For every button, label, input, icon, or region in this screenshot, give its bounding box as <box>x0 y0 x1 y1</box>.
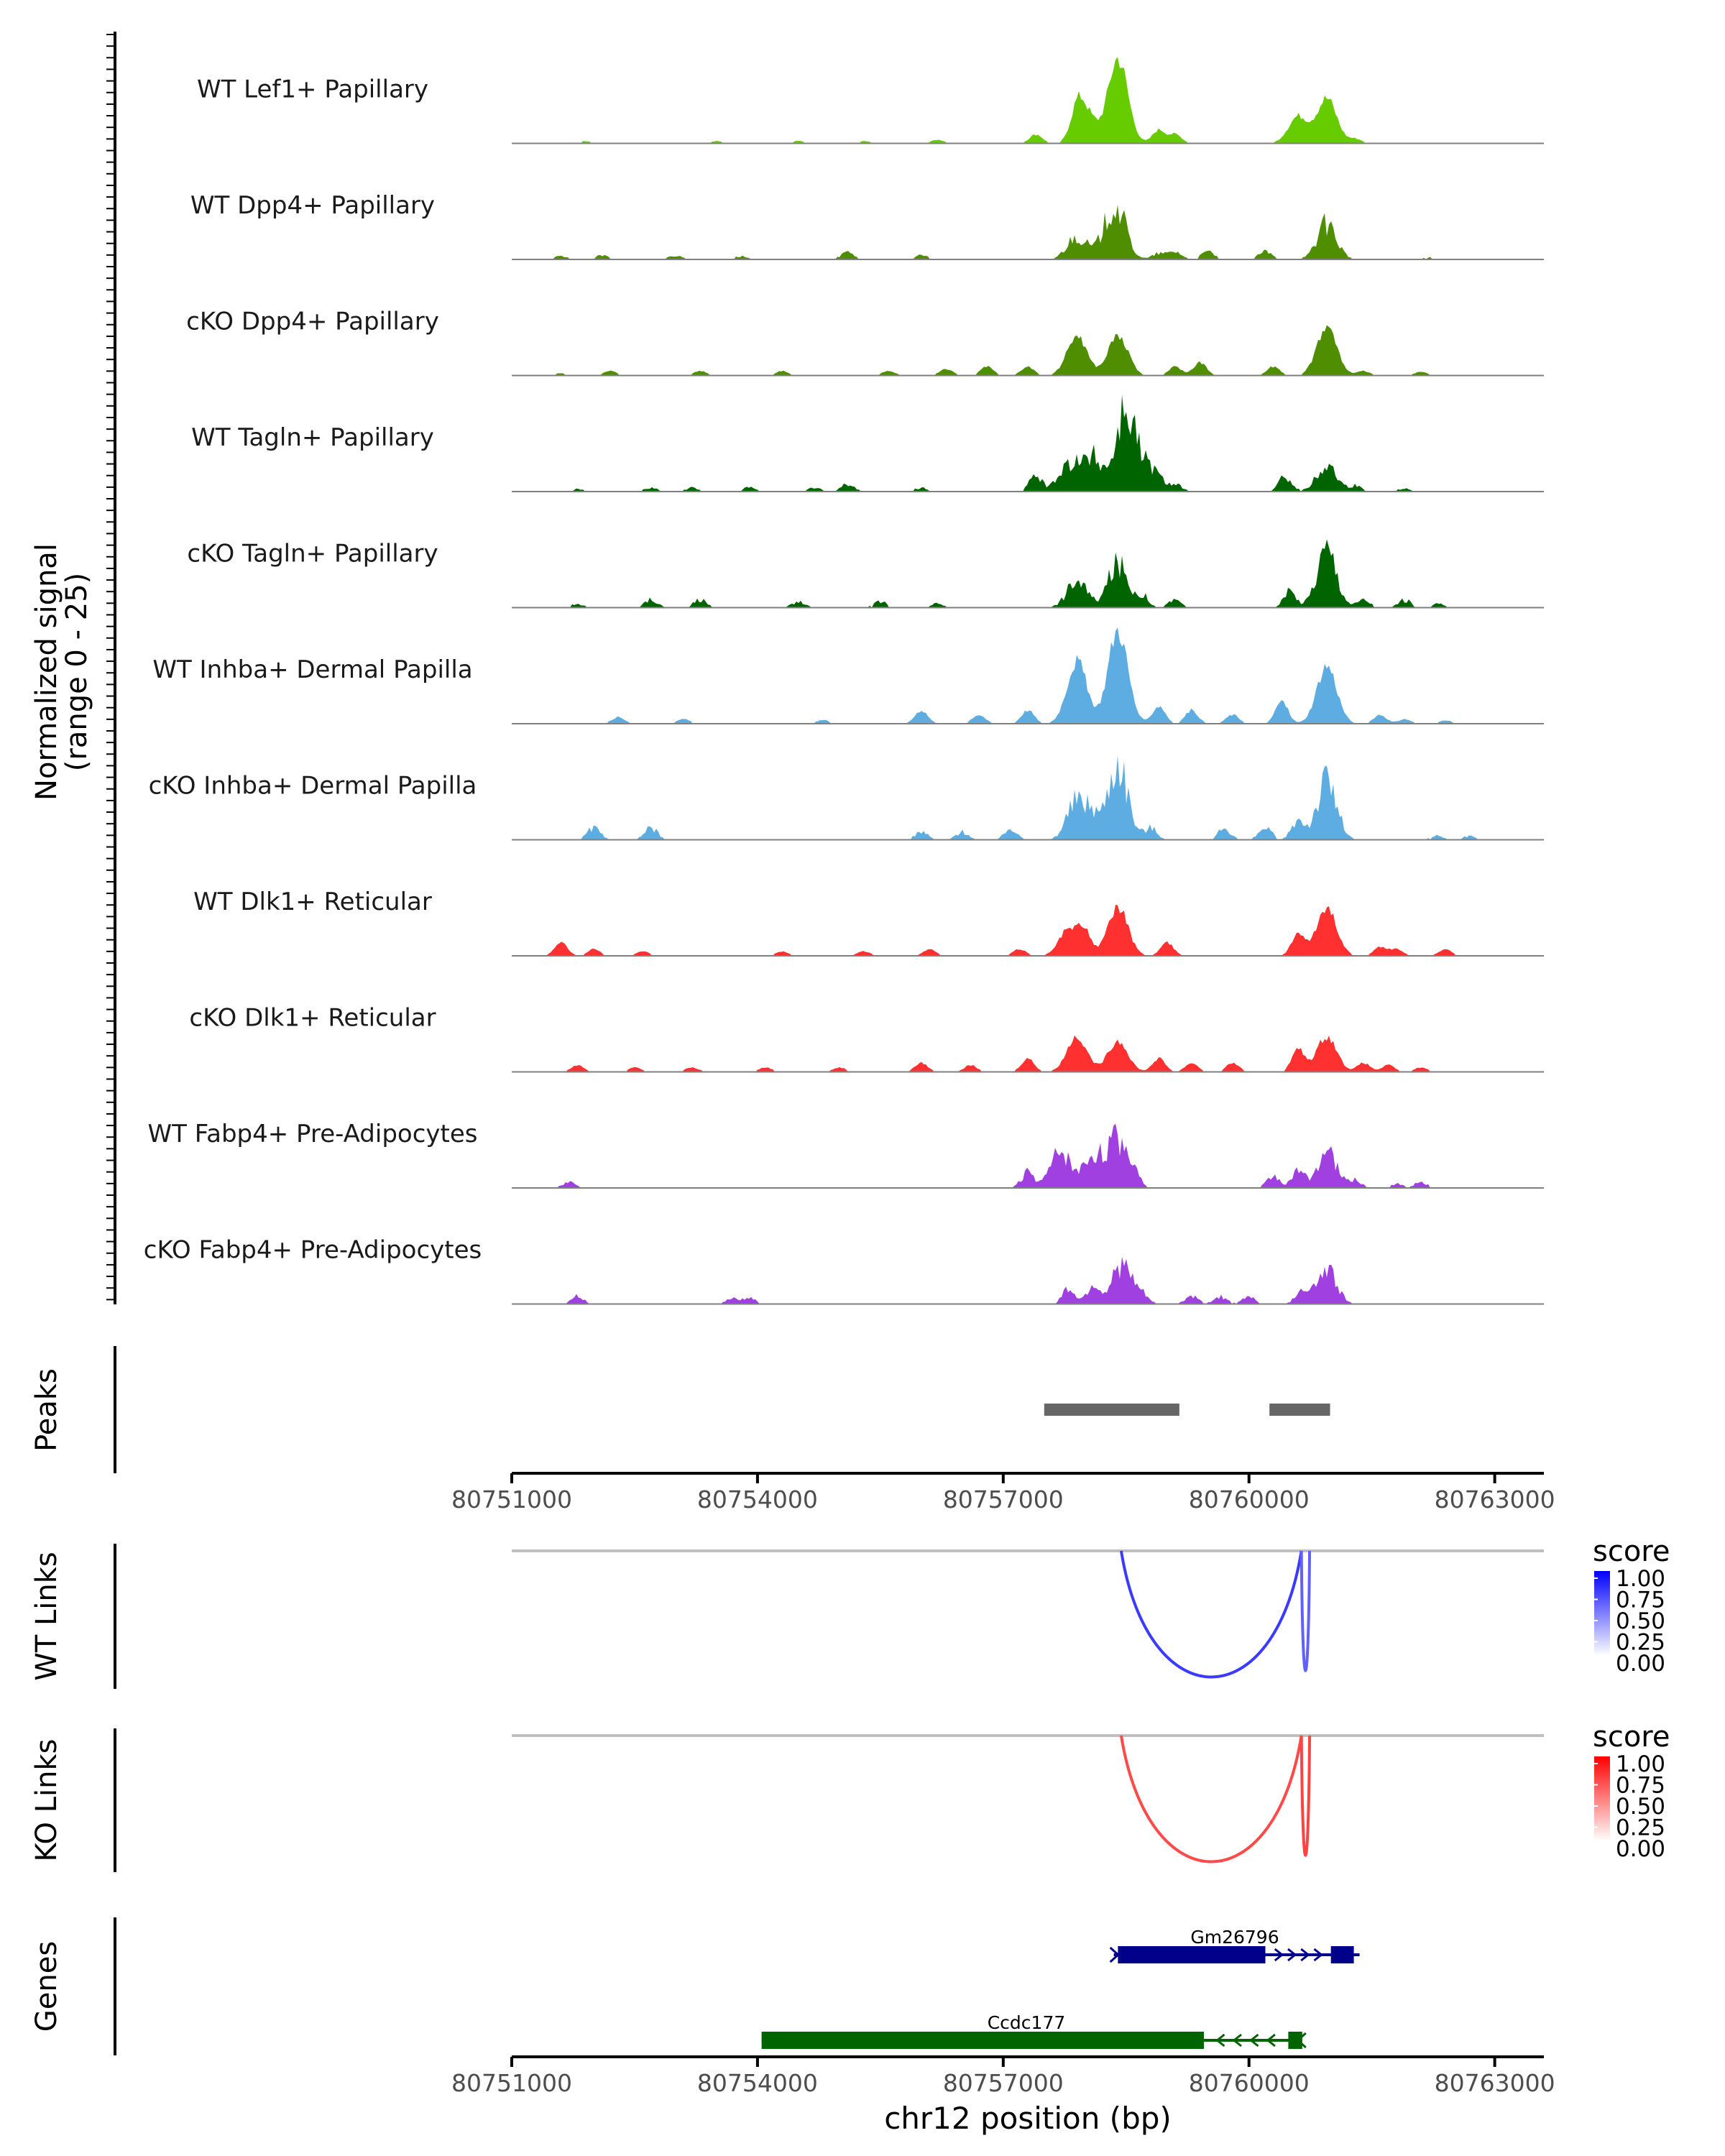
x-axis-top: 80751000 80754000 80757000 80760000 80763000 <box>451 1472 1555 1514</box>
gene-exon <box>761 2032 1205 2049</box>
x-axis-title: chr12 position (bp) <box>884 2101 1172 2136</box>
track-label: cKO Tagln+ Papillary <box>187 540 438 568</box>
genes-panel: Genes Gm26796 Ccdc177 <box>30 1917 1360 2055</box>
link-track-label: WT Links <box>30 1552 63 1680</box>
track-label: cKO Dpp4+ Papillary <box>186 308 439 336</box>
gene-exon <box>1288 2032 1302 2049</box>
legend-tick-label: 0.75 <box>1616 1773 1665 1799</box>
track-label: WT Dlk1+ Reticular <box>193 888 432 916</box>
strand-chevron <box>1300 1948 1310 1962</box>
coverage-area <box>512 1123 1544 1188</box>
strand-chevron <box>1215 2033 1225 2047</box>
link-track-label: KO Links <box>30 1739 63 1862</box>
legend-colorbar <box>1594 1571 1610 1656</box>
coverage-area <box>512 755 1544 840</box>
coverage-area <box>512 539 1544 608</box>
track-label: WT Lef1+ Papillary <box>197 75 428 104</box>
strand-chevron <box>1274 1948 1284 1962</box>
strand-chevron <box>1313 1948 1323 1962</box>
coverage-area <box>512 205 1544 259</box>
track-label: WT Tagln+ Papillary <box>191 423 434 452</box>
coverage-track: WT Fabp4+ Pre-Adipocytes <box>148 1120 1544 1189</box>
strand-chevron <box>1232 2033 1242 2047</box>
legend-tick-label: 1.00 <box>1616 1751 1665 1777</box>
coverage-track: WT Dlk1+ Reticular <box>193 888 1544 957</box>
legend-title: score <box>1593 1535 1670 1568</box>
coverage-area <box>512 395 1544 492</box>
track-label: WT Dpp4+ Papillary <box>190 191 435 220</box>
gene-exon <box>1118 1946 1266 1963</box>
legend-tick-label: 0.25 <box>1616 1815 1665 1841</box>
legend-tick-label: 1.00 <box>1616 1566 1665 1592</box>
gene-name-label: Ccdc177 <box>988 2012 1066 2033</box>
legend-tick-label: 0.75 <box>1616 1588 1665 1613</box>
peak-range <box>1269 1404 1330 1416</box>
coverage-area <box>512 325 1544 376</box>
gene-model: Gm26796 <box>1109 1927 1360 1963</box>
gene-model: Ccdc177 <box>761 2012 1307 2049</box>
track-label: cKO Inhba+ Dermal Papilla <box>149 772 477 801</box>
coverage-track: cKO Fabp4+ Pre-Adipocytes <box>144 1236 1544 1305</box>
x-tick-label: 80751000 <box>451 1485 572 1514</box>
link-arc <box>1119 1735 1303 1864</box>
link-arc <box>1119 1550 1303 1679</box>
track-label: WT Inhba+ Dermal Papilla <box>152 655 472 684</box>
coverage-track: cKO Inhba+ Dermal Papilla <box>149 755 1544 841</box>
genes-track-label: Genes <box>30 1941 63 2032</box>
strand-chevron <box>1296 2032 1307 2049</box>
x-tick-label: 80754000 <box>697 1485 818 1514</box>
link-arc <box>1300 1550 1312 1672</box>
link-arc <box>1300 1735 1312 1857</box>
gene-exon <box>1330 1946 1354 1963</box>
coverage-area <box>512 904 1544 956</box>
x-tick-label: 80760000 <box>1189 1485 1310 1514</box>
coverage-track: cKO Dlk1+ Reticular <box>189 1004 1544 1073</box>
x-tick-label: 80751000 <box>451 2069 572 2097</box>
coverage-track: WT Lef1+ Papillary <box>197 57 1544 144</box>
strand-chevron <box>1266 2033 1276 2047</box>
signal-y-axis <box>106 32 116 1304</box>
legend-tick-label: 0.00 <box>1616 1651 1665 1677</box>
y-axis-title: Normalized signal <box>30 543 63 801</box>
strand-chevron <box>1287 1948 1297 1962</box>
gene-name-label: Gm26796 <box>1190 1927 1279 1948</box>
peaks-track-label: Peaks <box>30 1368 63 1452</box>
x-axis-bottom: 80751000 80754000 80757000 80760000 80763000 <box>451 2055 1555 2097</box>
legend-tick-label: 0.25 <box>1616 1630 1665 1656</box>
peaks-panel: Peaks <box>30 1346 1330 1473</box>
coverage-track: WT Dpp4+ Papillary <box>190 191 1544 260</box>
coverage-track: WT Tagln+ Papillary <box>191 395 1544 492</box>
x-tick-label: 80763000 <box>1435 2069 1555 2097</box>
track-label: cKO Fabp4+ Pre-Adipocytes <box>144 1236 482 1265</box>
legend-tick-label: 0.50 <box>1616 1608 1665 1634</box>
coverage-track: cKO Dpp4+ Papillary <box>186 308 1544 377</box>
coverage-panel: WT Lef1+ Papillary WT Dpp4+ Papillary cKO … <box>144 57 1544 1305</box>
x-tick-label: 80754000 <box>697 2069 818 2097</box>
x-tick-label: 80757000 <box>943 1485 1064 1514</box>
strand-chevron <box>1249 2033 1259 2047</box>
coverage-track: WT Inhba+ Dermal Papilla <box>152 627 1544 724</box>
track-label: cKO Dlk1+ Reticular <box>189 1004 436 1033</box>
peak-range <box>1044 1404 1179 1416</box>
strand-chevron <box>1109 1946 1120 1963</box>
coverage-area <box>512 627 1544 724</box>
peak-ranges <box>1044 1404 1330 1416</box>
x-tick-label: 80760000 <box>1189 2069 1310 2097</box>
y-axis-range-label: (range 0 - 25) <box>60 573 93 771</box>
x-tick-label: 80757000 <box>943 2069 1064 2097</box>
legend-tick-label: 0.50 <box>1616 1794 1665 1820</box>
legend-tick-label: 0.00 <box>1616 1836 1665 1862</box>
coverage-area <box>512 1035 1544 1072</box>
track-label: WT Fabp4+ Pre-Adipocytes <box>148 1120 478 1148</box>
coverage-track: cKO Tagln+ Papillary <box>187 539 1544 609</box>
legend-colorbar <box>1594 1756 1610 1841</box>
x-tick-label: 80763000 <box>1435 1485 1555 1514</box>
coverage-area <box>512 1256 1544 1304</box>
coverage-area <box>512 57 1544 144</box>
legend-title: score <box>1593 1720 1670 1754</box>
